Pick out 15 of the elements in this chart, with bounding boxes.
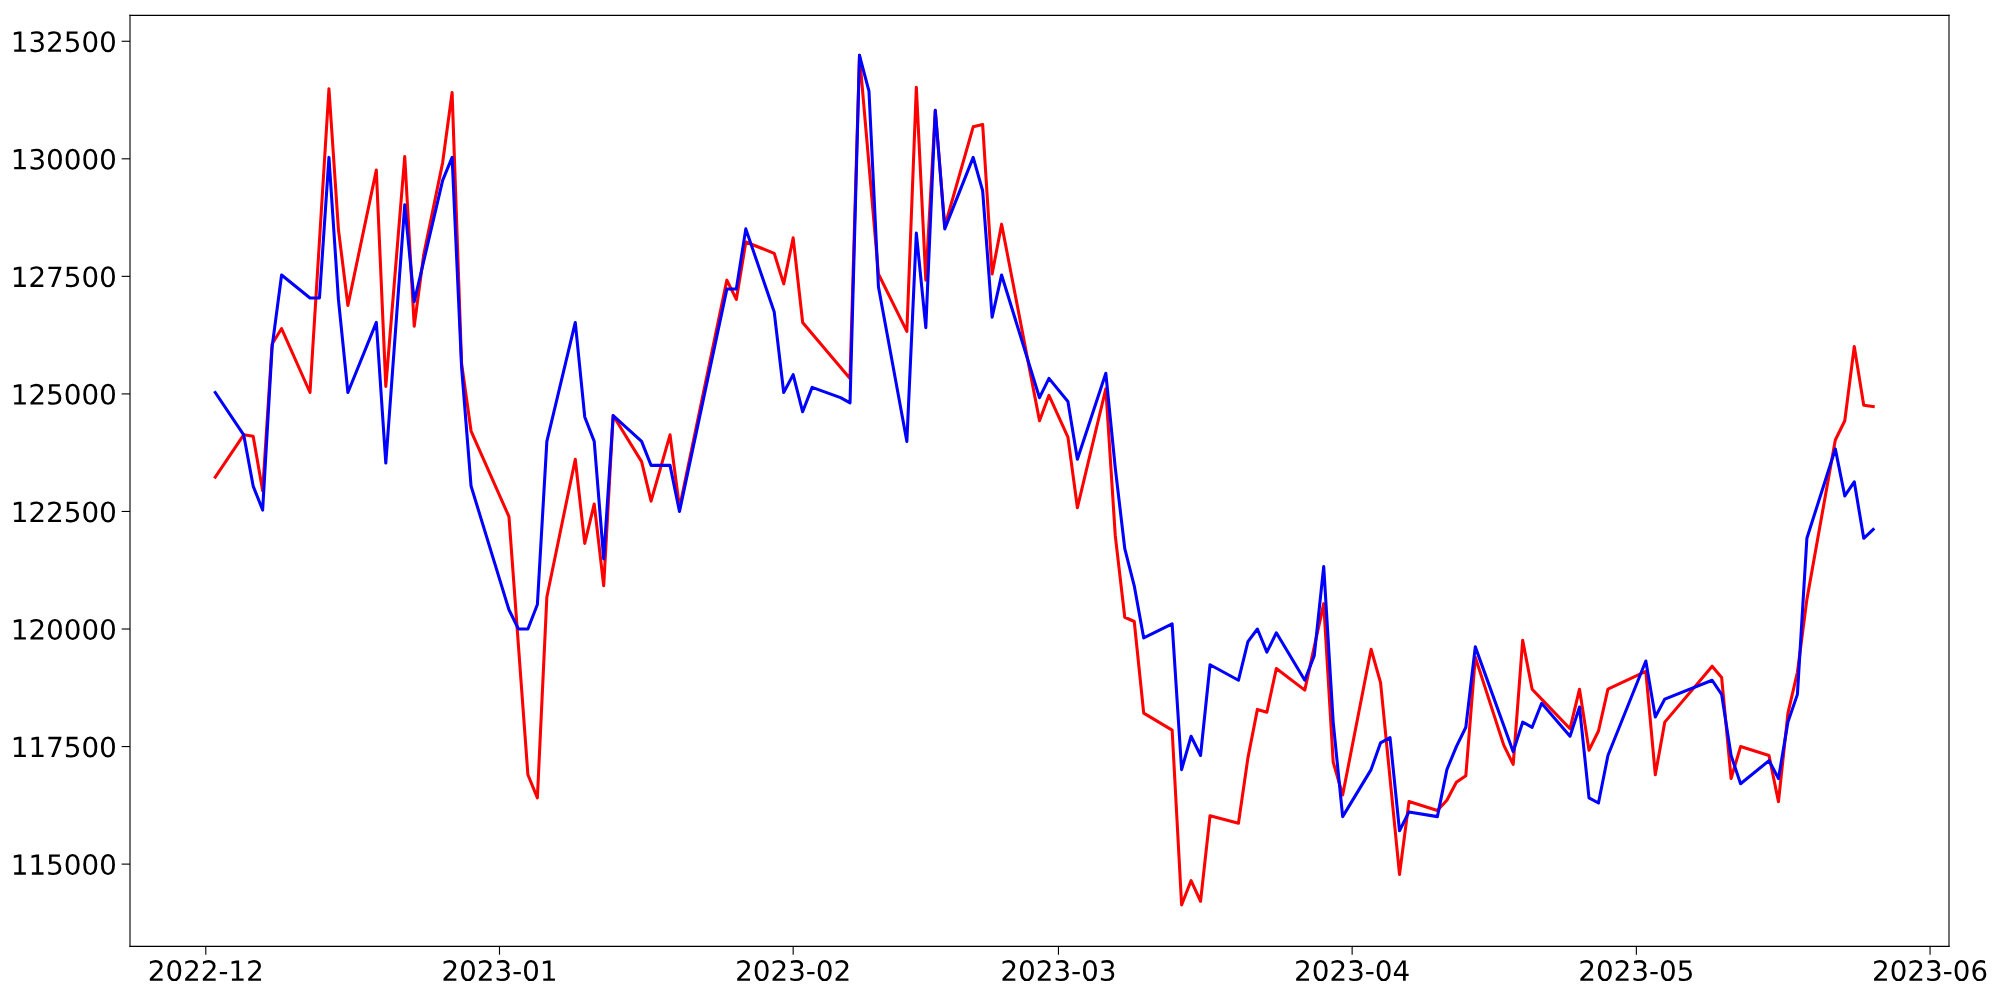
y-tick-label: 125000 [13,383,115,405]
y-tick-label: 115000 [13,854,115,876]
x-tick-label: 2023-03 [1002,960,1115,982]
y-tick-label: 132500 [13,31,115,53]
x-tick-label: 2022-12 [149,960,262,982]
x-tick-label: 2023-05 [1580,960,1692,982]
y-tick-label: 117500 [13,736,115,758]
y-tick-label: 127500 [13,266,115,288]
x-tick-label: 2023-01 [443,960,555,982]
y-tick-label: 122500 [13,501,115,523]
x-tick-label: 2023-04 [1296,960,1409,982]
x-tick-label: 2023-06 [1874,960,1987,982]
x-tick-label: 2023-02 [737,960,849,982]
y-tick-label: 130000 [13,148,115,170]
y-tick-label: 120000 [13,618,115,640]
